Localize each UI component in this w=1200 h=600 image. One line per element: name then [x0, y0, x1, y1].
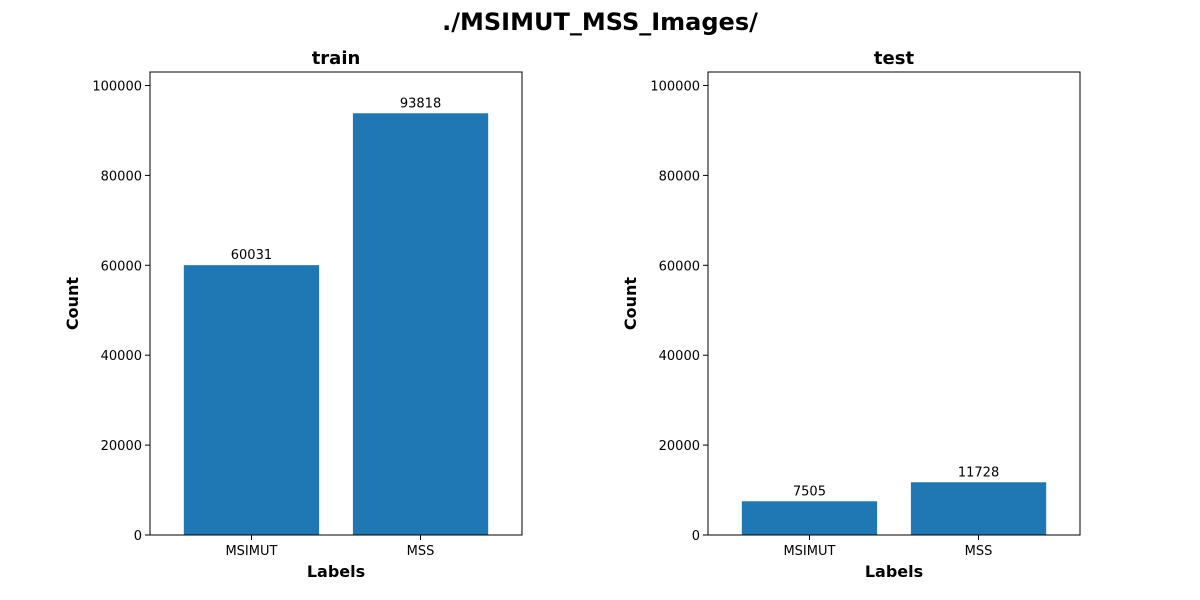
chart0-x-tick-label: MSIMUT — [225, 544, 277, 559]
chart1-y-tick-label: 100000 — [650, 79, 700, 94]
chart1-y-tick-label: 40000 — [659, 349, 700, 364]
chart1-title: test — [874, 48, 915, 69]
chart1-y-tick-label: 20000 — [659, 439, 700, 454]
chart0-data-label: 60031 — [231, 248, 272, 263]
figure-title: ./MSIMUT_MSS_Images/ — [442, 8, 758, 36]
chart0-title: train — [312, 48, 361, 69]
chart0-y-tick-label: 60000 — [101, 259, 142, 274]
chart0-y-tick-label: 40000 — [101, 349, 142, 364]
chart1-bar-msimut — [741, 501, 878, 535]
chart1-bar-mss — [910, 482, 1047, 535]
chart1-x-tick-label: MSS — [965, 544, 993, 559]
chart1-x-tick-label: MSIMUT — [783, 544, 835, 559]
chart0-y-tick-label: 100000 — [92, 79, 142, 94]
chart1-axes-frame — [707, 71, 1081, 536]
chart1-data-label: 7505 — [793, 484, 826, 499]
chart0-y-tick-label: 80000 — [101, 169, 142, 184]
chart0-y-tick-label: 20000 — [101, 439, 142, 454]
chart0-x-tick-label: MSS — [407, 544, 435, 559]
chart0-y-tick-label: 0 — [134, 529, 142, 544]
chart1-y-tick-label: 60000 — [659, 259, 700, 274]
chart1-y-axis-label: Count — [621, 277, 640, 331]
chart0-bar-msimut — [183, 265, 320, 535]
chart1-y-tick-label: 0 — [692, 529, 700, 544]
chart0-bar-mss — [352, 113, 489, 536]
chart0-y-axis-label: Count — [63, 277, 82, 331]
chart1-y-tick-label: 80000 — [659, 169, 700, 184]
chart0-data-label: 93818 — [400, 96, 441, 111]
chart0-x-axis-label: Labels — [307, 562, 365, 581]
chart1-data-label: 11728 — [958, 465, 999, 480]
chart1-x-axis-label: Labels — [865, 562, 923, 581]
chart0-axes-frame — [149, 71, 523, 536]
